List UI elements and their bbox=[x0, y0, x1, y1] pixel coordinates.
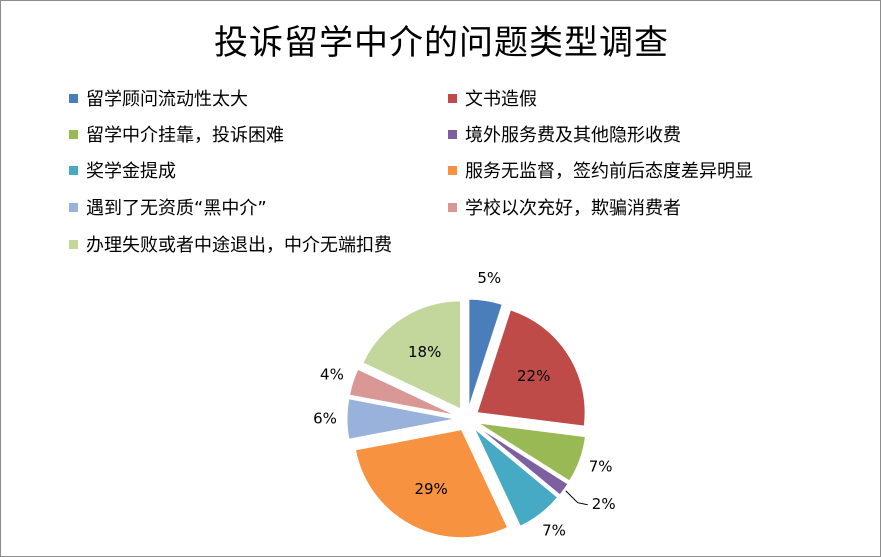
leader-line bbox=[565, 490, 588, 506]
legend-label: 学校以次充好，欺骗消费者 bbox=[465, 198, 681, 219]
legend-item: 境外服务费及其他隐形收费 bbox=[448, 123, 681, 146]
slice-label: 29% bbox=[414, 480, 447, 498]
legend-swatch bbox=[69, 93, 78, 103]
legend-swatch bbox=[69, 239, 78, 249]
pie-slice bbox=[346, 398, 456, 440]
slice-label: 7% bbox=[589, 458, 613, 476]
legend-label: 留学中介挂靠，投诉困难 bbox=[86, 125, 284, 146]
legend-item: 文书造假 bbox=[448, 87, 537, 110]
slice-label: 7% bbox=[542, 522, 566, 540]
pie-slice bbox=[473, 428, 559, 527]
legend-item: 办理失败或者中途退出，中介无端扣费 bbox=[69, 233, 392, 256]
pie-slice bbox=[348, 368, 456, 416]
legend-label: 文书造假 bbox=[465, 89, 537, 110]
slice-label: 2% bbox=[592, 495, 616, 513]
pie-slice bbox=[468, 298, 503, 408]
legend-swatch bbox=[69, 129, 78, 139]
legend-swatch bbox=[448, 129, 457, 139]
legend-swatch bbox=[69, 165, 78, 175]
slice-label: 18% bbox=[408, 343, 441, 361]
legend-item: 留学顾问流动性太大 bbox=[69, 87, 248, 110]
legend-swatch bbox=[448, 202, 457, 212]
legend-item: 学校以次充好，欺骗消费者 bbox=[448, 196, 681, 219]
legend-label: 奖学金提成 bbox=[86, 161, 176, 182]
pie-slice bbox=[362, 300, 462, 410]
legend-item: 留学中介挂靠，投诉困难 bbox=[69, 123, 284, 146]
legend-label: 遇到了无资质“黑中介” bbox=[86, 198, 267, 219]
legend-label: 境外服务费及其他隐形收费 bbox=[465, 125, 681, 146]
slice-label: 22% bbox=[517, 367, 550, 385]
pie-slice bbox=[478, 422, 586, 482]
legend-label: 留学顾问流动性太大 bbox=[86, 89, 248, 110]
slice-label: 5% bbox=[477, 269, 501, 287]
legend-item: 奖学金提成 bbox=[69, 159, 176, 182]
legend-swatch bbox=[448, 93, 457, 103]
chart-title: 投诉留学中介的问题类型调查 bbox=[214, 23, 669, 63]
legend-label: 办理失败或者中途退出，中介无端扣费 bbox=[86, 235, 392, 256]
pie-slice bbox=[354, 429, 509, 539]
pie-slice bbox=[476, 309, 586, 427]
legend-label: 服务无监督，签约前后态度差异明显 bbox=[465, 161, 753, 182]
slice-label: 6% bbox=[313, 410, 337, 428]
legend-item: 服务无监督，签约前后态度差异明显 bbox=[448, 159, 753, 182]
legend-item: 遇到了无资质“黑中介” bbox=[69, 196, 267, 219]
slice-label: 4% bbox=[320, 366, 344, 384]
pie-slice bbox=[476, 425, 569, 496]
legend-swatch bbox=[69, 202, 78, 212]
legend-swatch bbox=[448, 165, 457, 175]
